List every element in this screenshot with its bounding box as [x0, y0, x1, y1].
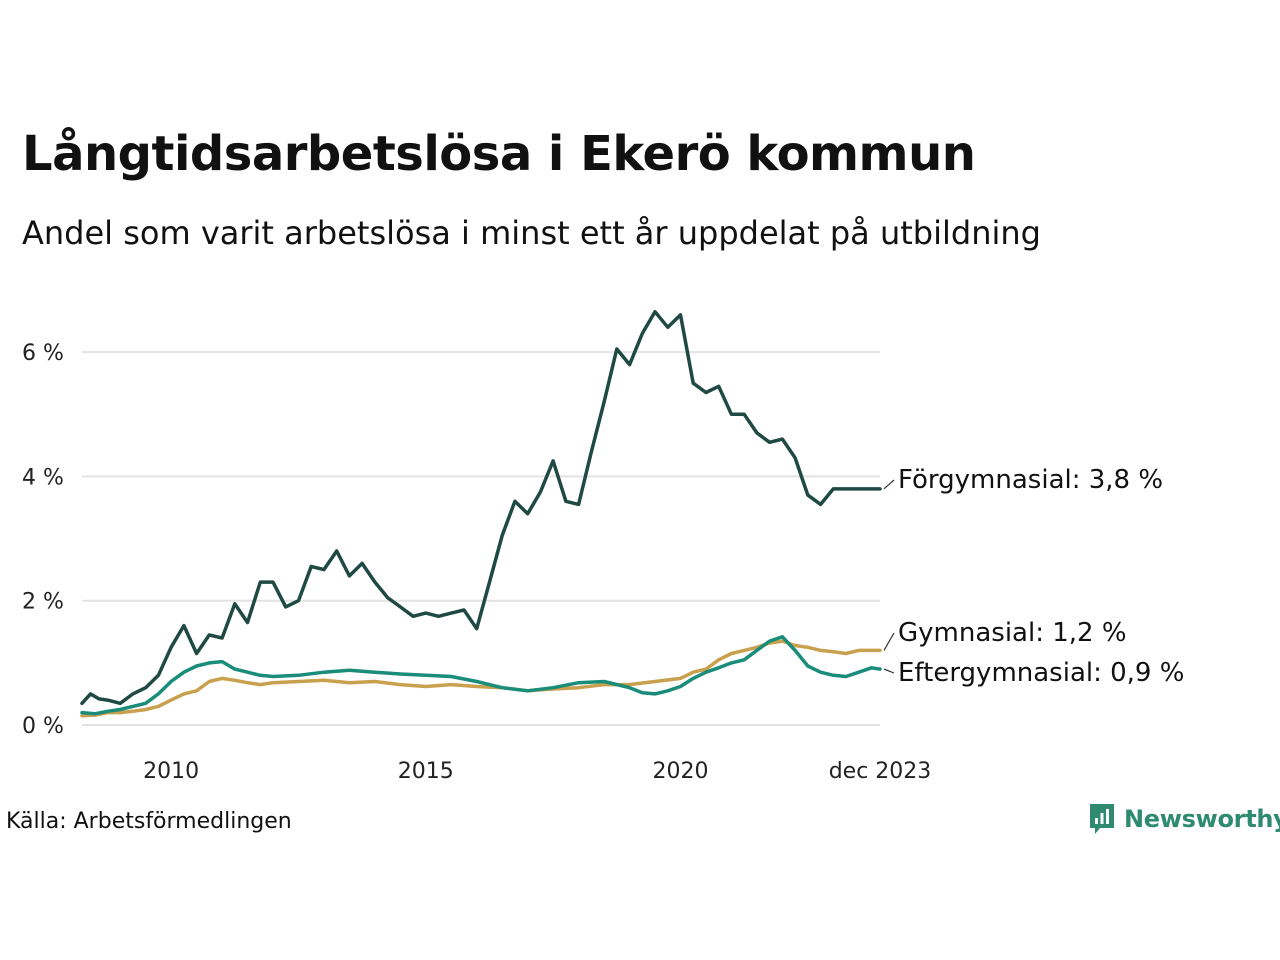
y-tick-label: 6 %: [22, 341, 64, 366]
x-tick-label: 2010: [143, 759, 199, 784]
x-tick-label: 2015: [398, 759, 454, 784]
series-label-gymnasial: Gymnasial: 1,2 %: [898, 618, 1127, 648]
x-tick-label: dec 2023: [829, 759, 932, 784]
series-end-labels: Förgymnasial: 3,8 % Gymnasial: 1,2 % Efter…: [883, 465, 1184, 688]
brand-name: Newsworthy: [1124, 805, 1280, 833]
label-connector: [883, 479, 895, 490]
gridlines: [82, 351, 880, 726]
brand-logo[interactable]: Newsworthy: [1088, 802, 1280, 836]
y-tick-label: 4 %: [22, 465, 64, 490]
source-note: Källa: Arbetsförmedlingen: [6, 809, 292, 834]
y-tick-label: 0 %: [22, 714, 64, 739]
y-tick-label: 2 %: [22, 590, 64, 615]
x-tick-label: 2020: [652, 759, 708, 784]
label-connector: [883, 668, 895, 674]
chart-title: Långtidsarbetslösa i Ekerö kommun: [22, 126, 976, 182]
series-label-eftergymnasial: Eftergymnasial: 0,9 %: [898, 658, 1184, 688]
series-line-gymnasial: [80, 639, 882, 718]
newsworthy-logo-icon: [1090, 804, 1114, 834]
label-connector: [883, 632, 895, 651]
series-label-förgymnasial: Förgymnasial: 3,8 %: [898, 465, 1163, 495]
series-lines: [80, 309, 882, 718]
series-line-eftergymnasial: [80, 635, 882, 716]
y-axis-ticks: 0 % 2 % 4 % 6 %: [22, 341, 64, 739]
x-axis-ticks: 2010 2015 2020 dec 2023: [143, 759, 931, 784]
chart-subtitle: Andel som varit arbetslösa i minst ett å…: [22, 214, 1041, 252]
series-line-förgymnasial: [80, 309, 882, 706]
